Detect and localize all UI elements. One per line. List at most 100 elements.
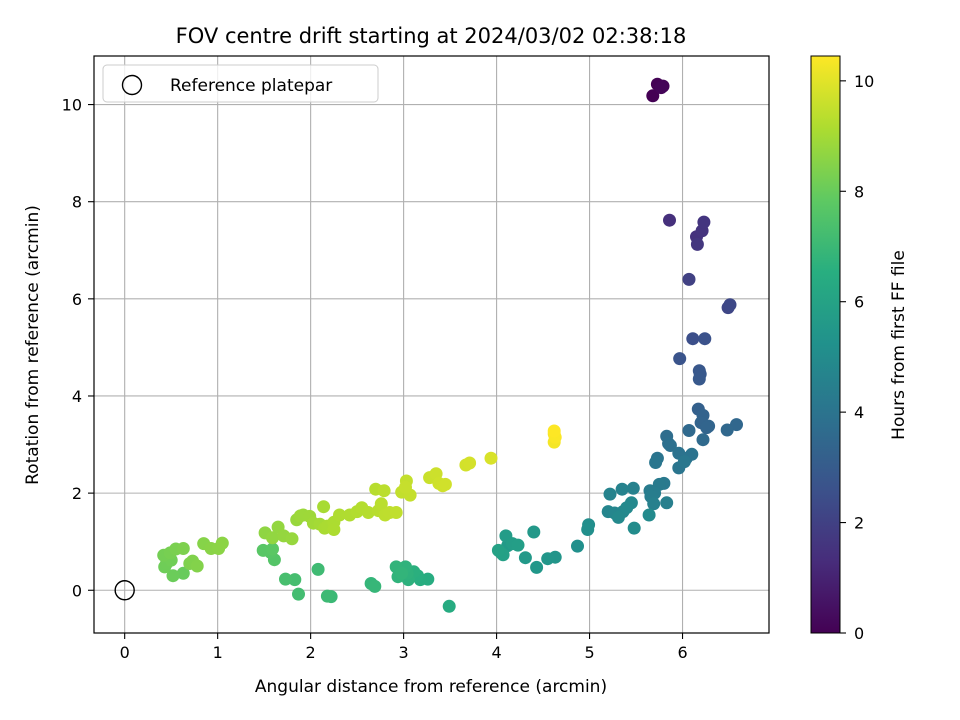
data-point <box>215 536 229 550</box>
colorbar-tick-label: 8 <box>854 182 864 201</box>
data-point <box>673 352 687 366</box>
data-point <box>176 542 190 555</box>
data-point <box>541 552 555 566</box>
data-point <box>333 508 346 522</box>
legend-entry-label: Reference platepar <box>170 76 332 96</box>
colorbar-tick-label: 4 <box>854 403 864 422</box>
data-point <box>190 559 204 573</box>
data-point <box>663 439 677 452</box>
data-point <box>647 497 661 511</box>
data-point <box>395 566 409 580</box>
data-point <box>176 566 190 580</box>
data-point <box>723 298 737 312</box>
data-point <box>377 484 391 498</box>
data-point <box>697 215 711 229</box>
y-tick-label: 4 <box>72 387 82 406</box>
data-point <box>686 332 700 346</box>
data-point <box>320 589 334 603</box>
data-point <box>317 500 331 514</box>
data-point <box>361 506 375 519</box>
y-axis-ticks: 0 2 4 6 8 10 <box>62 96 94 600</box>
data-point <box>491 543 505 557</box>
x-tick-label: 3 <box>399 643 409 662</box>
data-point <box>266 531 279 545</box>
data-point <box>547 424 561 438</box>
data-point <box>399 480 412 494</box>
data-point <box>682 272 696 286</box>
x-tick-label: 0 <box>120 643 130 662</box>
data-point <box>615 482 629 496</box>
data-points <box>157 77 743 613</box>
data-point <box>646 89 660 103</box>
data-point <box>682 424 696 437</box>
colorbar-gradient <box>810 55 841 634</box>
x-tick-label: 1 <box>213 643 223 662</box>
data-point <box>442 599 456 613</box>
grid-lines <box>94 56 769 633</box>
legend-marker-icon <box>121 74 143 96</box>
colorbar-tick-label: 0 <box>854 624 864 643</box>
data-point <box>374 497 388 511</box>
data-point <box>654 81 668 95</box>
data-point <box>663 213 676 227</box>
data-point <box>389 506 403 519</box>
data-point <box>690 237 704 251</box>
data-point <box>511 538 525 552</box>
reference-point <box>114 580 135 601</box>
y-tick-label: 6 <box>72 290 82 309</box>
colorbar-tick-label: 2 <box>854 514 864 533</box>
data-point <box>692 372 706 386</box>
data-point <box>279 572 292 586</box>
data-point <box>327 523 341 536</box>
data-point <box>696 433 710 447</box>
data-point <box>266 542 279 556</box>
y-tick-label: 10 <box>62 96 82 115</box>
data-point <box>463 456 477 470</box>
data-point <box>293 509 307 523</box>
reference-marker <box>114 580 135 601</box>
data-point <box>518 551 532 565</box>
data-point <box>571 539 584 553</box>
data-point <box>166 569 180 583</box>
data-point <box>484 451 498 465</box>
data-point <box>642 508 656 522</box>
y-axis-label: Rotation from reference (arcmin) <box>23 205 43 485</box>
plot-frame <box>93 55 770 634</box>
legend: Reference platepar <box>102 64 379 103</box>
data-point <box>530 560 544 574</box>
x-axis-ticks: 0 1 2 3 4 5 6 <box>120 633 688 662</box>
colorbar: 0 2 4 6 8 10 Hours from first FF file <box>810 55 909 643</box>
data-point <box>527 525 541 539</box>
colorbar-label: Hours from first FF file <box>889 250 909 440</box>
data-point <box>285 532 299 546</box>
chart-title: FOV centre drift starting at 2024/03/02 … <box>176 24 687 48</box>
x-tick-label: 2 <box>306 643 316 662</box>
data-point <box>720 423 734 437</box>
x-axis-label: Angular distance from reference (arcmin) <box>255 677 607 697</box>
data-point <box>626 481 640 495</box>
y-tick-label: 0 <box>72 581 82 600</box>
data-point <box>660 496 674 510</box>
data-point <box>698 332 712 346</box>
colorbar-tick-label: 6 <box>854 293 864 312</box>
data-point <box>288 573 302 587</box>
data-point <box>311 562 325 576</box>
data-point <box>603 487 617 501</box>
data-point <box>368 579 382 593</box>
data-point <box>700 421 714 435</box>
data-point <box>627 521 641 535</box>
data-point <box>677 455 691 469</box>
legend-box <box>102 64 379 103</box>
x-tick-label: 5 <box>584 643 594 662</box>
x-tick-label: 6 <box>677 643 687 662</box>
data-point <box>649 456 663 469</box>
x-tick-label: 4 <box>491 643 501 662</box>
colorbar-ticks: 0 2 4 6 8 10 <box>840 72 874 643</box>
y-tick-label: 2 <box>72 484 82 503</box>
data-point <box>611 510 625 524</box>
data-point <box>581 523 595 536</box>
data-point <box>620 501 634 515</box>
data-point <box>292 587 305 601</box>
y-tick-label: 8 <box>72 193 82 212</box>
